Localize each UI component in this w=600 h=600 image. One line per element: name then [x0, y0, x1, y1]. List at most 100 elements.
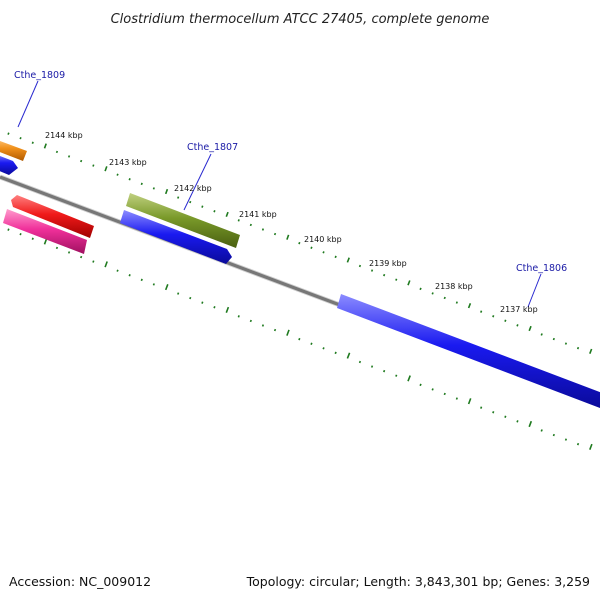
major-tick	[164, 284, 169, 291]
major-tick	[528, 420, 533, 428]
minor-tick	[516, 324, 519, 327]
major-tick	[346, 257, 350, 263]
major-tick	[589, 348, 593, 354]
tick-label-2144: 2144 kbp	[45, 131, 83, 140]
minor-tick	[140, 278, 143, 282]
minor-tick	[540, 429, 543, 432]
minor-tick	[322, 347, 325, 350]
gene-label-cthe-1809[interactable]: Cthe_1809	[14, 70, 65, 81]
minor-tick	[128, 274, 131, 277]
gene-arrow-olive[interactable]	[126, 193, 240, 248]
minor-tick	[431, 292, 434, 295]
minor-tick	[80, 255, 83, 259]
minor-tick	[67, 251, 71, 254]
major-tick	[407, 280, 411, 286]
minor-tick	[19, 137, 22, 140]
major-tick	[104, 261, 108, 268]
minor-tick	[552, 337, 555, 341]
tick-label-2138: 2138 kbp	[435, 282, 473, 291]
minor-tick	[504, 415, 507, 418]
minor-tick	[298, 241, 301, 245]
minor-tick	[492, 315, 495, 318]
minor-tick	[237, 315, 240, 318]
minor-tick	[152, 187, 155, 190]
minor-tick	[358, 264, 362, 268]
major-tick	[164, 188, 169, 195]
minor-tick	[298, 337, 301, 341]
minor-tick	[92, 260, 95, 263]
minor-tick	[455, 397, 458, 400]
ticks-inner	[7, 228, 593, 450]
minor-tick	[67, 155, 71, 158]
minor-tick	[540, 333, 543, 336]
minor-tick	[383, 369, 386, 373]
label-line-cthe-1806	[527, 273, 542, 308]
minor-tick	[310, 342, 313, 345]
label-line-cthe-1809	[17, 80, 39, 128]
gene-arrow-orange[interactable]	[0, 138, 27, 161]
minor-tick	[31, 141, 34, 144]
minor-tick	[455, 301, 458, 304]
tick-label-2139: 2139 kbp	[369, 259, 407, 268]
minor-tick	[564, 342, 568, 345]
tick-label-2143: 2143 kbp	[109, 158, 147, 167]
major-tick	[467, 398, 472, 405]
tick-label-2141: 2141 kbp	[239, 210, 277, 219]
minor-tick	[177, 196, 180, 199]
minor-tick	[370, 269, 374, 272]
minor-tick	[213, 306, 216, 309]
minor-tick	[576, 442, 580, 446]
minor-tick	[31, 237, 34, 240]
genome-summary-text: Topology: circular; Length: 3,843,301 bp…	[246, 574, 590, 589]
tick-labels: 2144 kbp 2143 kbp 2142 kbp 2141 kbp 2140…	[45, 131, 538, 314]
minor-tick	[383, 273, 386, 277]
minor-tick	[504, 319, 507, 322]
major-tick	[43, 143, 47, 149]
minor-tick	[7, 132, 10, 135]
gene-arrow-red[interactable]	[11, 195, 94, 238]
minor-tick	[419, 383, 422, 387]
minor-tick	[334, 351, 337, 355]
minor-tick	[128, 178, 131, 181]
minor-tick	[480, 406, 483, 409]
tick-label-2142: 2142 kbp	[174, 184, 212, 193]
accession-text: Accession: NC_009012	[9, 574, 151, 589]
gene-arrow-blue-mid[interactable]	[120, 210, 232, 264]
major-tick	[407, 375, 411, 382]
minor-tick	[261, 324, 265, 327]
major-tick	[467, 303, 472, 309]
minor-tick	[7, 228, 10, 231]
minor-tick	[55, 246, 59, 250]
minor-tick	[152, 283, 155, 286]
major-tick	[225, 306, 230, 313]
minor-tick	[189, 296, 192, 300]
minor-tick	[237, 219, 240, 222]
ticks-outer	[7, 132, 593, 354]
gene-arrow-blue-right[interactable]	[337, 294, 600, 408]
minor-tick	[443, 392, 446, 396]
minor-tick	[189, 200, 192, 204]
minor-tick	[516, 420, 519, 423]
gene-label-lines	[17, 80, 542, 308]
gene-label-cthe-1807[interactable]: Cthe_1807	[187, 142, 238, 153]
minor-tick	[201, 301, 204, 304]
minor-tick	[334, 255, 337, 259]
minor-tick	[177, 292, 180, 295]
gene-arrow-blue-left[interactable]	[0, 153, 18, 175]
label-line-cthe-1807	[183, 153, 212, 211]
minor-tick	[443, 296, 446, 300]
tick-label-2140: 2140 kbp	[304, 235, 342, 244]
minor-tick	[576, 346, 580, 350]
gene-arrow-pink[interactable]	[3, 209, 87, 254]
minor-tick	[249, 319, 252, 323]
major-tick	[346, 352, 351, 359]
minor-tick	[480, 310, 483, 313]
gene-label-cthe-1806[interactable]: Cthe_1806	[516, 263, 567, 274]
major-tick	[589, 443, 593, 450]
minor-tick	[261, 228, 265, 231]
minor-tick	[273, 232, 277, 236]
minor-tick	[116, 269, 119, 272]
minor-tick	[201, 205, 204, 208]
minor-tick	[19, 233, 22, 236]
minor-tick	[322, 251, 325, 254]
